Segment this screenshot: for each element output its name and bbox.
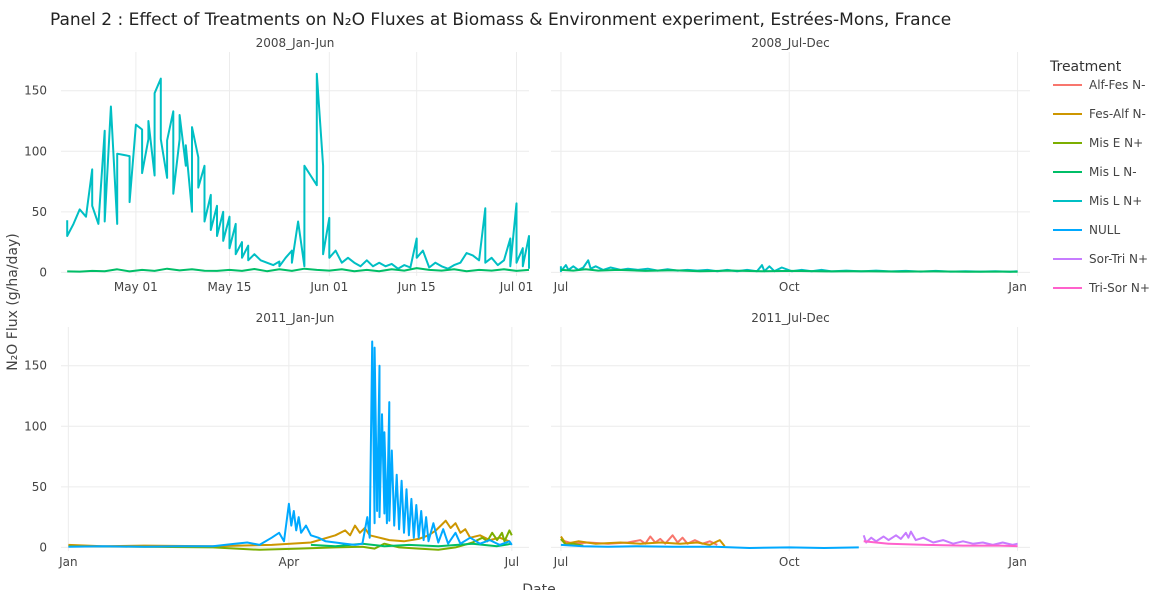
x-tick-label: Jan bbox=[1007, 280, 1027, 294]
y-tick-label: 100 bbox=[24, 419, 47, 433]
series-line bbox=[68, 529, 513, 551]
legend-item[interactable]: Sor-Tri N+ bbox=[1053, 252, 1148, 266]
x-tick-label: Jan bbox=[1007, 555, 1027, 569]
y-tick-label: 150 bbox=[24, 84, 47, 98]
series-line bbox=[862, 530, 1018, 546]
panel-3: 2011_Jan-Jun 0 50 100 150 Jan Apr Jul bbox=[24, 311, 529, 569]
legend-label: Tri-Sor N+ bbox=[1088, 281, 1150, 295]
y-tick-label: 50 bbox=[32, 205, 47, 219]
series-line bbox=[67, 267, 530, 273]
x-tick-label: Apr bbox=[278, 555, 299, 569]
x-tick-label: Jan bbox=[58, 555, 78, 569]
series-line bbox=[863, 540, 1018, 548]
x-tick-label: Jun 01 bbox=[309, 280, 348, 294]
x-tick-label: May 15 bbox=[208, 280, 252, 294]
y-tick-label: 150 bbox=[24, 359, 47, 373]
legend: Treatment Alf-Fes N- Fes-Alf N- Mis E N+ Mi… bbox=[1049, 59, 1150, 295]
series-line bbox=[560, 535, 726, 547]
legend-item[interactable]: NULL bbox=[1053, 223, 1120, 237]
legend-label: Sor-Tri N+ bbox=[1089, 252, 1148, 266]
panel-title: 2008_Jul-Dec bbox=[751, 36, 830, 50]
legend-item[interactable]: Tri-Sor N+ bbox=[1053, 281, 1150, 295]
series-line bbox=[310, 542, 512, 548]
legend-label: Mis E N+ bbox=[1089, 136, 1143, 150]
x-axis-label: Date bbox=[522, 582, 555, 590]
y-axis-label: N₂O Flux (g/ha/day) bbox=[5, 233, 21, 371]
series-line bbox=[560, 543, 859, 549]
panel-title: 2008_Jan-Jun bbox=[256, 36, 335, 50]
y-tick-label: 100 bbox=[24, 144, 47, 158]
panel-4: 2011_Jul-Dec Jul Oct Jan bbox=[551, 311, 1030, 569]
legend-label: NULL bbox=[1089, 223, 1120, 237]
x-tick-label: May 01 bbox=[114, 280, 158, 294]
legend-item[interactable]: Alf-Fes N- bbox=[1053, 78, 1145, 92]
x-tick-label: Jul bbox=[504, 555, 519, 569]
x-tick-label: Jul bbox=[553, 280, 568, 294]
x-tick-label: Oct bbox=[779, 280, 800, 294]
legend-label: Alf-Fes N- bbox=[1089, 78, 1145, 92]
legend-item[interactable]: Mis L N- bbox=[1053, 165, 1137, 179]
x-tick-label: Jun 15 bbox=[397, 280, 436, 294]
y-tick-label: 0 bbox=[39, 540, 47, 554]
legend-item[interactable]: Mis E N+ bbox=[1053, 136, 1143, 150]
x-tick-label: Jul 01 bbox=[499, 280, 534, 294]
series-line bbox=[66, 72, 530, 270]
series-line bbox=[68, 340, 513, 548]
legend-label: Mis L N- bbox=[1089, 165, 1137, 179]
x-tick-label: Oct bbox=[779, 555, 800, 569]
panel-title: 2011_Jan-Jun bbox=[256, 311, 335, 325]
panels: 2008_Jan-Jun 0 50 100 150 May 01 May 15 Jun 01 J… bbox=[24, 36, 1030, 569]
y-tick-label: 50 bbox=[32, 480, 47, 494]
legend-item[interactable]: Fes-Alf N- bbox=[1053, 107, 1146, 121]
legend-label: Mis L N+ bbox=[1089, 194, 1142, 208]
panel-2: 2008_Jul-Dec Jul Oct Jan bbox=[551, 36, 1030, 294]
panel-title: 2011_Jul-Dec bbox=[751, 311, 830, 325]
x-tick-label: Jul bbox=[553, 555, 568, 569]
chart-title: Panel 2 : Effect of Treatments on N₂O Fl… bbox=[50, 10, 951, 30]
legend-label: Fes-Alf N- bbox=[1089, 107, 1146, 121]
series-line bbox=[68, 519, 510, 548]
y-tick-label: 0 bbox=[39, 265, 47, 279]
legend-item[interactable]: Mis L N+ bbox=[1053, 194, 1142, 208]
series-line bbox=[560, 268, 1018, 273]
legend-title: Treatment bbox=[1049, 59, 1122, 75]
series-line bbox=[560, 538, 584, 547]
panel-1: 2008_Jan-Jun 0 50 100 150 May 01 May 15 Jun 01 J… bbox=[24, 36, 533, 294]
